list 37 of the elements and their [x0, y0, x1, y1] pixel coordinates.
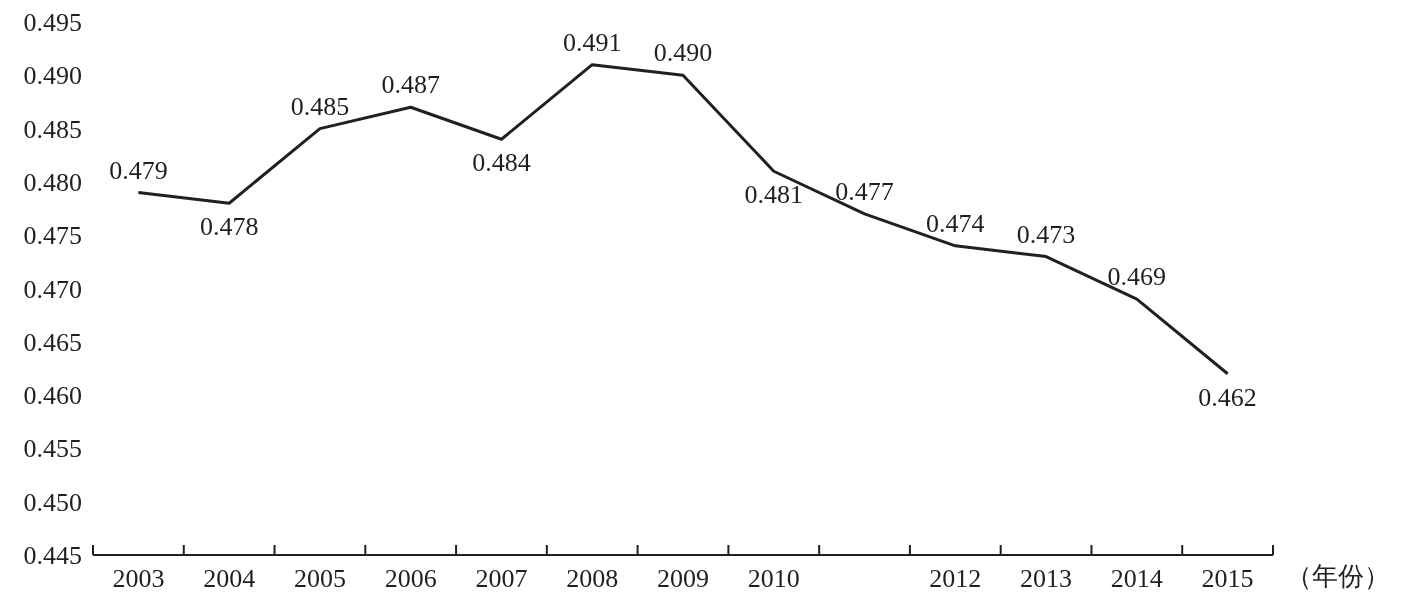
- x-tick-label: 2008: [566, 564, 619, 593]
- y-tick-label: 0.460: [23, 381, 82, 411]
- x-tick-label: 2006: [384, 564, 437, 593]
- x-tick-label: 2009: [657, 564, 709, 593]
- data-label: 0.469: [1107, 262, 1167, 292]
- data-label: 0.487: [381, 70, 440, 100]
- y-tick-label: 0.470: [23, 274, 82, 304]
- y-tick-label: 0.455: [23, 434, 82, 464]
- x-tick-label: 2004: [203, 564, 256, 593]
- x-tick-label: 2012: [929, 564, 982, 593]
- data-label: 0.473: [1016, 219, 1076, 249]
- x-tick-label: 2005: [293, 564, 346, 593]
- data-label: 0.477: [835, 176, 894, 206]
- x-tick-label: 2013: [1020, 564, 1073, 593]
- data-label: 0.485: [290, 91, 350, 121]
- y-tick-label: 0.490: [23, 61, 82, 91]
- y-tick-label: 0.485: [23, 114, 82, 144]
- x-tick-label: 2010: [747, 564, 800, 593]
- y-tick-label: 0.480: [23, 167, 82, 197]
- x-tick-label: 2003: [112, 564, 165, 593]
- y-tick-label: 0.450: [23, 487, 82, 517]
- y-tick-label: 0.475: [23, 221, 82, 251]
- data-label: 0.462: [1198, 382, 1257, 412]
- x-axis-title: （年份）: [1286, 562, 1390, 591]
- x-tick-label: 2014: [1110, 564, 1163, 593]
- data-label: 0.484: [472, 148, 531, 178]
- y-tick-label: 0.465: [23, 327, 82, 357]
- x-tick-label: 2015: [1201, 564, 1254, 593]
- data-label: 0.481: [744, 180, 804, 210]
- y-tick-label: 0.445: [23, 541, 82, 570]
- x-tick-label: 2007: [475, 564, 528, 593]
- data-label: 0.478: [199, 212, 259, 242]
- data-label: 0.491: [562, 27, 622, 57]
- y-tick-label: 0.495: [23, 8, 82, 37]
- data-label: 0.479: [109, 155, 168, 185]
- data-label: 0.474: [926, 208, 985, 238]
- data-label: 0.490: [653, 38, 713, 68]
